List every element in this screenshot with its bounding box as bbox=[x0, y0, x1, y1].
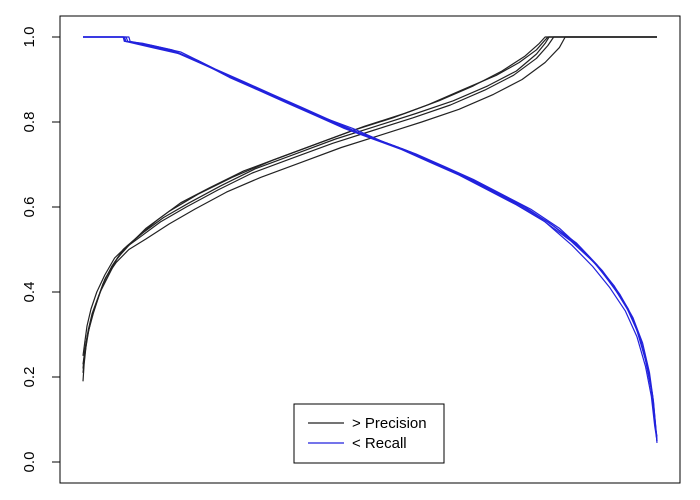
legend-box bbox=[293, 403, 445, 464]
precision-curve-2 bbox=[82, 36, 657, 373]
series-layer bbox=[82, 36, 658, 443]
precision-curve-4 bbox=[82, 36, 657, 365]
recall-curve-9 bbox=[83, 36, 658, 437]
legend-precision-label: > Precision bbox=[352, 415, 427, 432]
y-tick-label: 1.0 bbox=[21, 27, 38, 48]
y-tick-label: 0.4 bbox=[21, 282, 38, 303]
y-tick-label: 0.6 bbox=[21, 197, 38, 218]
legend-recall-label: < Recall bbox=[352, 435, 407, 452]
precision-curve-3 bbox=[82, 36, 657, 369]
y-tick-label: 0.0 bbox=[21, 452, 38, 473]
y-tick-label: 0.2 bbox=[21, 367, 38, 388]
recall-curve-10 bbox=[83, 36, 658, 441]
y-tick-label: 0.8 bbox=[21, 112, 38, 133]
y-axis: 0.0 0.2 0.4 0.6 0.8 1.0 bbox=[21, 27, 61, 473]
legend: > Precision < Recall bbox=[293, 403, 445, 464]
precision-curve-5 bbox=[82, 36, 657, 356]
precision-curve-1 bbox=[82, 36, 657, 382]
